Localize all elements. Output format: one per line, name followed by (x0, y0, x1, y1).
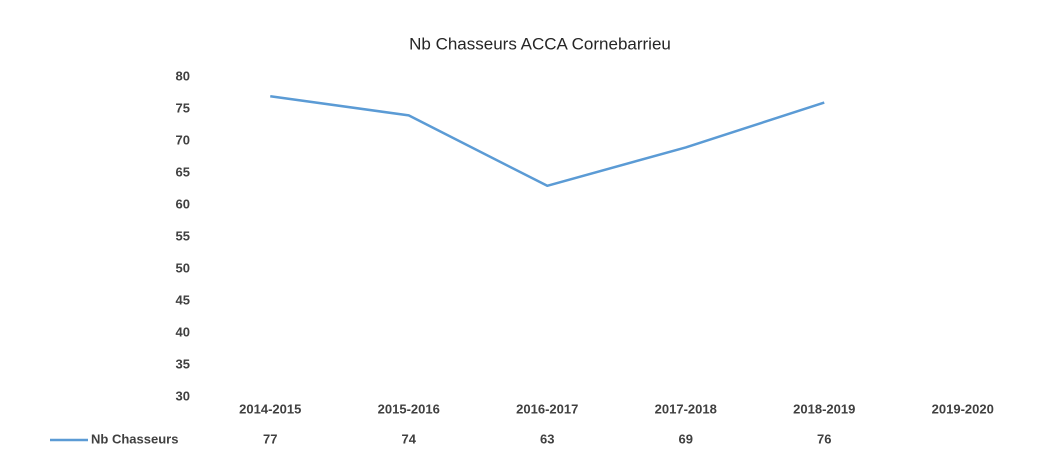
x-tick-label: 2016-2017 (516, 401, 578, 416)
y-tick-label: 65 (176, 164, 190, 179)
table-value: 77 (263, 431, 277, 446)
y-tick-label: 35 (176, 356, 190, 371)
table-value: 76 (817, 431, 831, 446)
x-tick-label: 2015-2016 (378, 401, 440, 416)
x-tick-label: 2019-2020 (932, 401, 994, 416)
y-tick-label: 30 (176, 388, 190, 403)
y-tick-label: 75 (176, 100, 190, 115)
table-value: 63 (540, 431, 554, 446)
table-value: 69 (679, 431, 693, 446)
y-tick-label: 40 (176, 324, 190, 339)
y-tick-label: 70 (176, 132, 190, 147)
legend-label: Nb Chasseurs (91, 431, 178, 446)
table-value: 74 (402, 431, 417, 446)
y-tick-label: 55 (176, 228, 190, 243)
x-tick-label: 2014-2015 (239, 401, 301, 416)
x-tick-label: 2017-2018 (655, 401, 717, 416)
y-tick-label: 45 (176, 292, 190, 307)
chart-title: Nb Chasseurs ACCA Cornebarrieu (409, 34, 671, 53)
y-tick-label: 80 (176, 68, 190, 83)
y-tick-label: 50 (176, 260, 190, 275)
y-tick-label: 60 (176, 196, 190, 211)
line-series (270, 94, 825, 188)
x-tick-label: 2018-2019 (793, 401, 855, 416)
